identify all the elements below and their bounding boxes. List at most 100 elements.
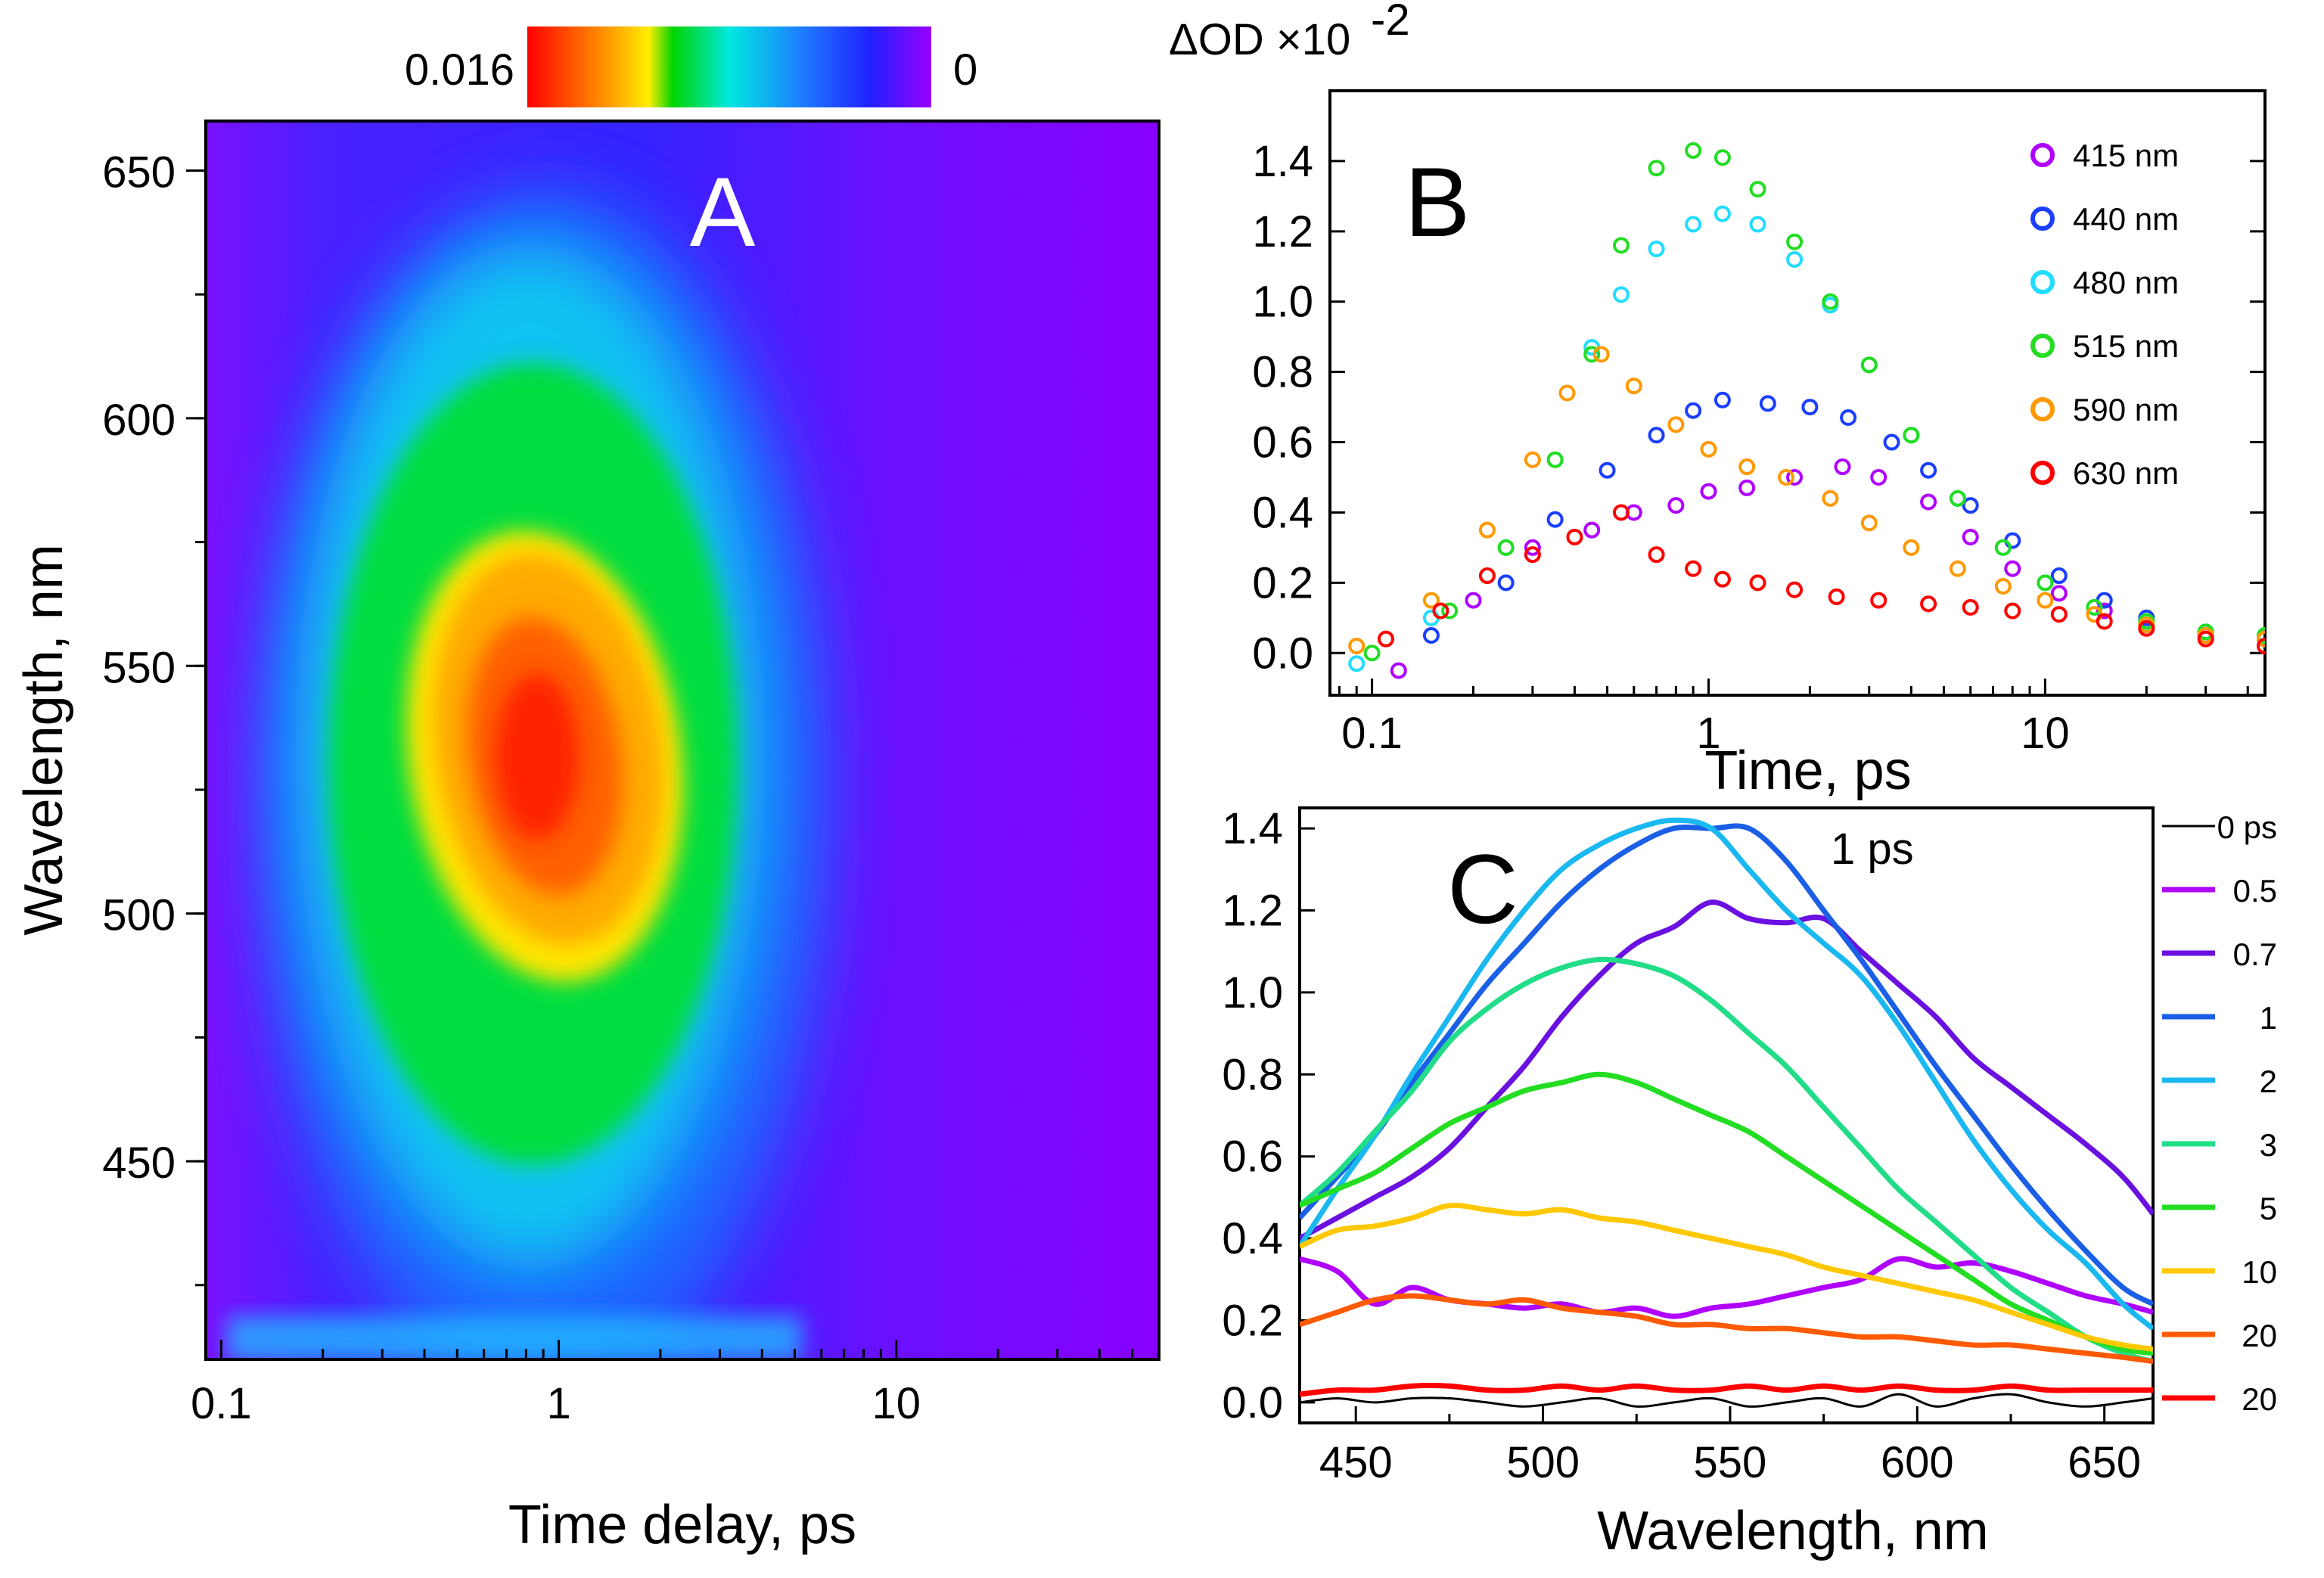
panel-b-point	[1497, 574, 1515, 592]
panel-b-point	[1432, 602, 1449, 620]
panel-b-point	[1828, 588, 1845, 605]
panel-a-xtick-label: 1	[546, 1379, 570, 1428]
panel-b-point	[1920, 461, 1937, 479]
panel-c-series-line	[1300, 1202, 2153, 1352]
panel-c-series-line	[1300, 1393, 2153, 1408]
colorbar-max-label: 0.016	[405, 45, 514, 95]
panel-a-xtick-label: 10	[872, 1379, 921, 1428]
panel-b-xlabel: Time, ps	[1704, 741, 1911, 801]
panel-c-legend-label: 1	[2260, 1000, 2277, 1036]
panel-c-ytick-label: 0.0	[1222, 1378, 1283, 1427]
panel-b-point	[1801, 399, 1819, 416]
panel-b-ylabel-exponent: -2	[1371, 0, 1410, 45]
panel-a-xlabel: Time delay, ps	[508, 1495, 856, 1555]
panel-b-point	[1625, 377, 1642, 395]
panel-b-point	[1390, 662, 1407, 679]
panel-b-point	[1920, 493, 1937, 511]
panel-b-point	[1648, 546, 1665, 564]
panel-b-point	[1860, 514, 1878, 532]
panel-b-point	[1962, 497, 1979, 514]
panel-b-point	[2050, 606, 2068, 623]
panel-b-point	[1422, 627, 1440, 645]
colorbar-gradient	[527, 26, 931, 107]
panel-b-data	[1348, 141, 2265, 679]
panel-c-ytick-label: 0.6	[1222, 1132, 1283, 1182]
panel-c-xtick-label: 500	[1506, 1438, 1580, 1487]
panel-b-point	[1822, 489, 1839, 507]
panel-a-ytick-label: 450	[102, 1138, 176, 1188]
panel-b-point	[1441, 602, 1459, 620]
panel-b-point	[2257, 630, 2265, 648]
panel-b-point	[2050, 585, 2068, 602]
panel-c-ytick-label: 1.4	[1222, 804, 1283, 853]
panel-b-point	[1497, 539, 1515, 556]
panel-b-point	[1713, 570, 1731, 588]
panel-b-point	[1524, 546, 1541, 564]
panel-b-point	[1713, 391, 1731, 408]
panel-b-legend-marker	[2030, 461, 2055, 485]
panel-c-xtick-label: 650	[2068, 1438, 2141, 1487]
panel-b-point	[1612, 286, 1630, 303]
panel-b-point	[1749, 181, 1766, 198]
panel-b-point	[1883, 433, 1900, 451]
panel-b-point	[2197, 630, 2214, 648]
panel-b-point	[2004, 532, 2021, 549]
panel-a-ytick-label: 550	[102, 643, 176, 692]
panel-b-scatter: 0.1 1 10 0.0 0.2 0.4 0.6 0.8 1.0 1.2 1.4 415 nm 440…	[1169, 0, 2267, 801]
panel-a-ytick-label: 600	[102, 396, 176, 445]
panel-a-heatmap: 0.1 1 10 450 500 550 600 650 A Time delay, ps W…	[14, 26, 1160, 1555]
panel-b-point	[1738, 458, 1756, 476]
panel-b-point	[1749, 216, 1766, 233]
panel-b-point	[1962, 528, 1979, 545]
panel-c-ytick-label: 0.8	[1222, 1050, 1283, 1099]
panel-c-data	[1300, 817, 2153, 1408]
panel-b-point	[1903, 539, 1920, 556]
panel-b-point	[1648, 241, 1665, 258]
panel-b-point	[2004, 602, 2021, 620]
panel-c-legend-label: 20	[2242, 1318, 2277, 1353]
panel-c-legend-label: 2	[2260, 1064, 2277, 1099]
panel-b-point	[1524, 539, 1541, 556]
panel-b-ylabel: ΔOD ×10 -2	[1169, 0, 1410, 64]
panel-b-point	[1685, 216, 1702, 233]
panel-b-point	[1870, 468, 1887, 486]
panel-a-label: A	[690, 157, 756, 267]
panel-c-ytick-label: 1.0	[1222, 968, 1283, 1017]
panel-b-point	[1612, 504, 1630, 521]
panel-b-point	[1667, 416, 1685, 433]
panel-b-ytick-label: 1.0	[1252, 278, 1313, 327]
panel-c-legend-label: 3	[2260, 1127, 2277, 1163]
panel-b-point	[1465, 592, 1482, 609]
panel-c-xlabel: Wavelength, nm	[1597, 1501, 1989, 1561]
panel-b-point	[1363, 645, 1381, 662]
panel-c-xtick-label: 600	[1881, 1438, 1954, 1487]
heatmap-image	[206, 121, 1159, 1359]
panel-b-label: B	[1405, 147, 1471, 257]
panel-b-point	[2086, 598, 2103, 616]
panel-b-legend-marker	[2030, 397, 2055, 421]
panel-c-series-line	[1300, 1256, 2153, 1319]
panel-b-point	[1546, 451, 1564, 468]
panel-b-point	[1478, 521, 1496, 539]
panel-b-point	[2004, 560, 2021, 577]
colorbar-min-label: 0	[953, 45, 977, 95]
panel-b-ytick-label: 0.6	[1252, 418, 1313, 467]
panel-b-point	[1685, 141, 1702, 159]
panel-b-point	[1713, 205, 1731, 222]
panel-b-point	[1478, 567, 1496, 585]
panel-b-point	[1700, 483, 1717, 500]
panel-b-legend-label: 590 nm	[2073, 392, 2179, 427]
panel-b-point	[1592, 346, 1610, 363]
panel-c-legend-label: 10	[2242, 1254, 2277, 1290]
panel-b-ytick-label: 0.4	[1252, 488, 1313, 537]
panel-b-point	[1949, 560, 1966, 577]
panel-b-legend-label: 440 nm	[2073, 201, 2179, 237]
panel-b-legend-label: 630 nm	[2073, 455, 2179, 491]
panel-b-point	[1949, 489, 1966, 507]
panel-b-point	[1962, 598, 1979, 616]
panel-b-point	[1422, 592, 1440, 609]
panel-c-series-line	[1300, 817, 2153, 1331]
panel-b-point	[1834, 458, 1851, 476]
panel-b-point	[1648, 427, 1665, 444]
panel-a-frame	[204, 120, 1160, 1361]
